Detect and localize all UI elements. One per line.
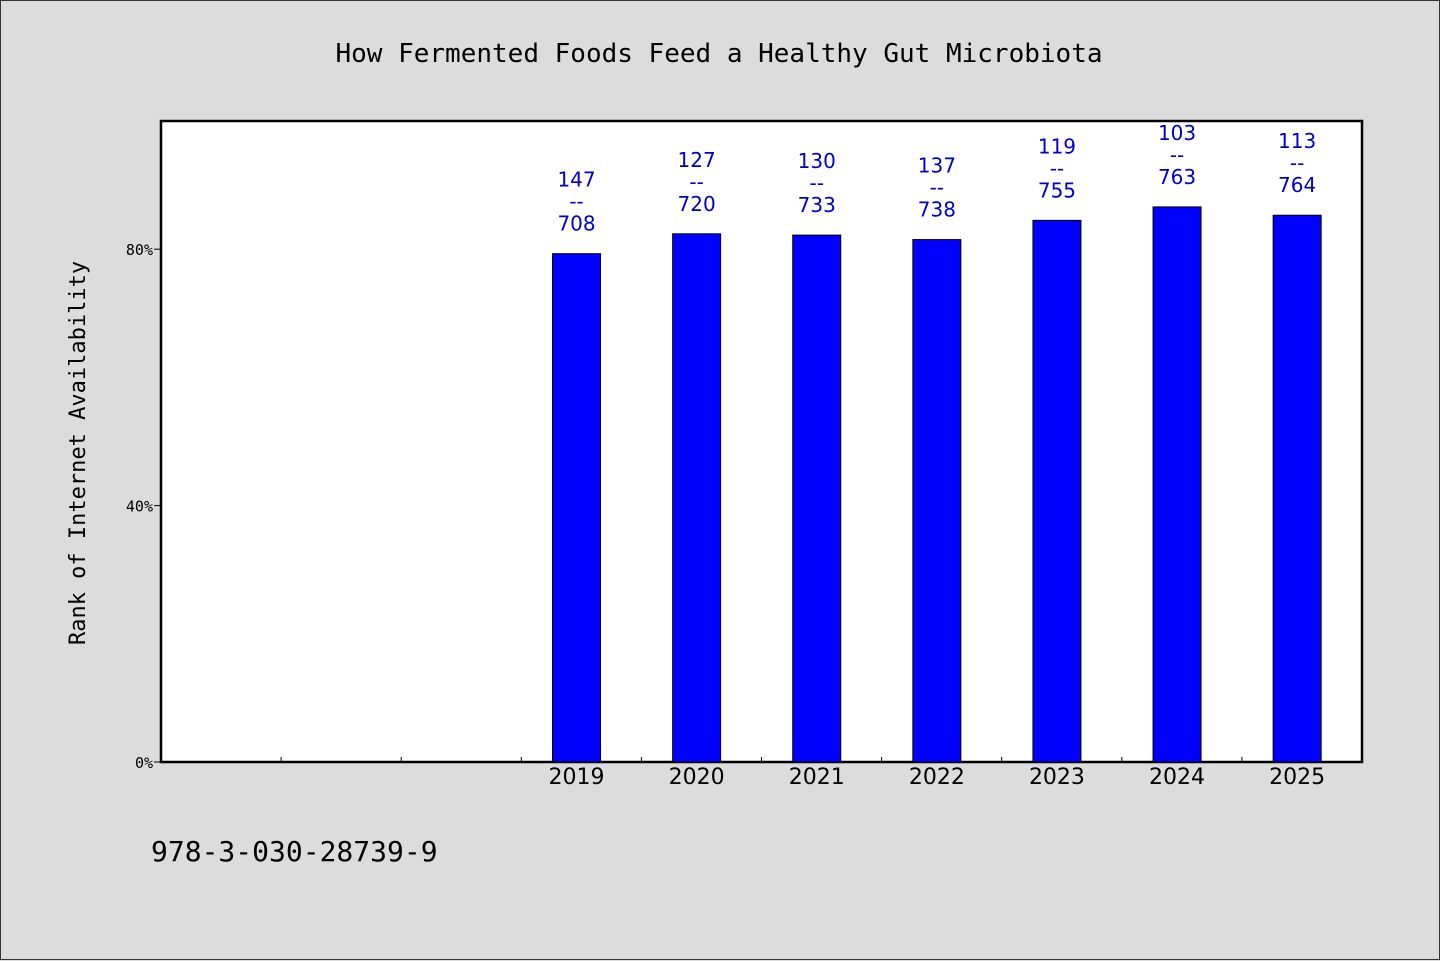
data-label-top: 127 (678, 148, 716, 172)
data-label-separator: -- (689, 170, 703, 194)
data-label-bottom: 738 (918, 198, 956, 222)
data-label-bottom: 764 (1278, 173, 1316, 197)
data-label-top: 113 (1278, 129, 1316, 153)
data-label-separator: -- (810, 171, 824, 195)
y-axis-label: Rank of Internet Availability (66, 261, 91, 645)
data-label-bottom: 733 (798, 193, 836, 217)
x-tick-label: 2021 (789, 765, 845, 790)
data-label-bottom: 708 (557, 212, 595, 236)
bar (1032, 219, 1082, 763)
data-label-top: 103 (1158, 121, 1196, 145)
x-tick-label: 2020 (669, 765, 725, 790)
data-label-separator: -- (1170, 143, 1184, 167)
bar (1272, 214, 1322, 763)
data-label-separator: -- (1050, 156, 1064, 180)
bar (1152, 206, 1202, 763)
x-tick-label: 2019 (549, 765, 605, 790)
data-label-bottom: 763 (1158, 165, 1196, 189)
bar (672, 233, 722, 763)
bar (792, 234, 842, 763)
data-label-separator: -- (569, 190, 583, 214)
y-tick-label: 80% (126, 241, 153, 259)
chart-marks: 0%40%80%2019147--7082020127--7202021130-… (126, 121, 1325, 790)
data-label-separator: -- (930, 176, 944, 200)
footer-id-text: 978-3-030-28739-9 (151, 835, 438, 868)
bar (552, 253, 602, 763)
data-label-top: 119 (1038, 134, 1076, 158)
chart-title: How Fermented Foods Feed a Healthy Gut M… (335, 39, 1102, 69)
y-tick-label: 0% (135, 754, 153, 772)
data-label-separator: -- (1290, 151, 1304, 175)
bar (912, 239, 962, 763)
data-label-top: 137 (918, 154, 956, 178)
data-label-top: 147 (557, 168, 595, 192)
data-label-bottom: 755 (1038, 178, 1076, 202)
data-label-top: 130 (798, 149, 836, 173)
x-tick-label: 2024 (1149, 765, 1205, 790)
y-tick-label: 40% (126, 498, 153, 516)
x-tick-label: 2025 (1269, 765, 1325, 790)
data-label-bottom: 720 (678, 192, 716, 216)
x-tick-label: 2022 (909, 765, 965, 790)
x-tick-label: 2023 (1029, 765, 1085, 790)
